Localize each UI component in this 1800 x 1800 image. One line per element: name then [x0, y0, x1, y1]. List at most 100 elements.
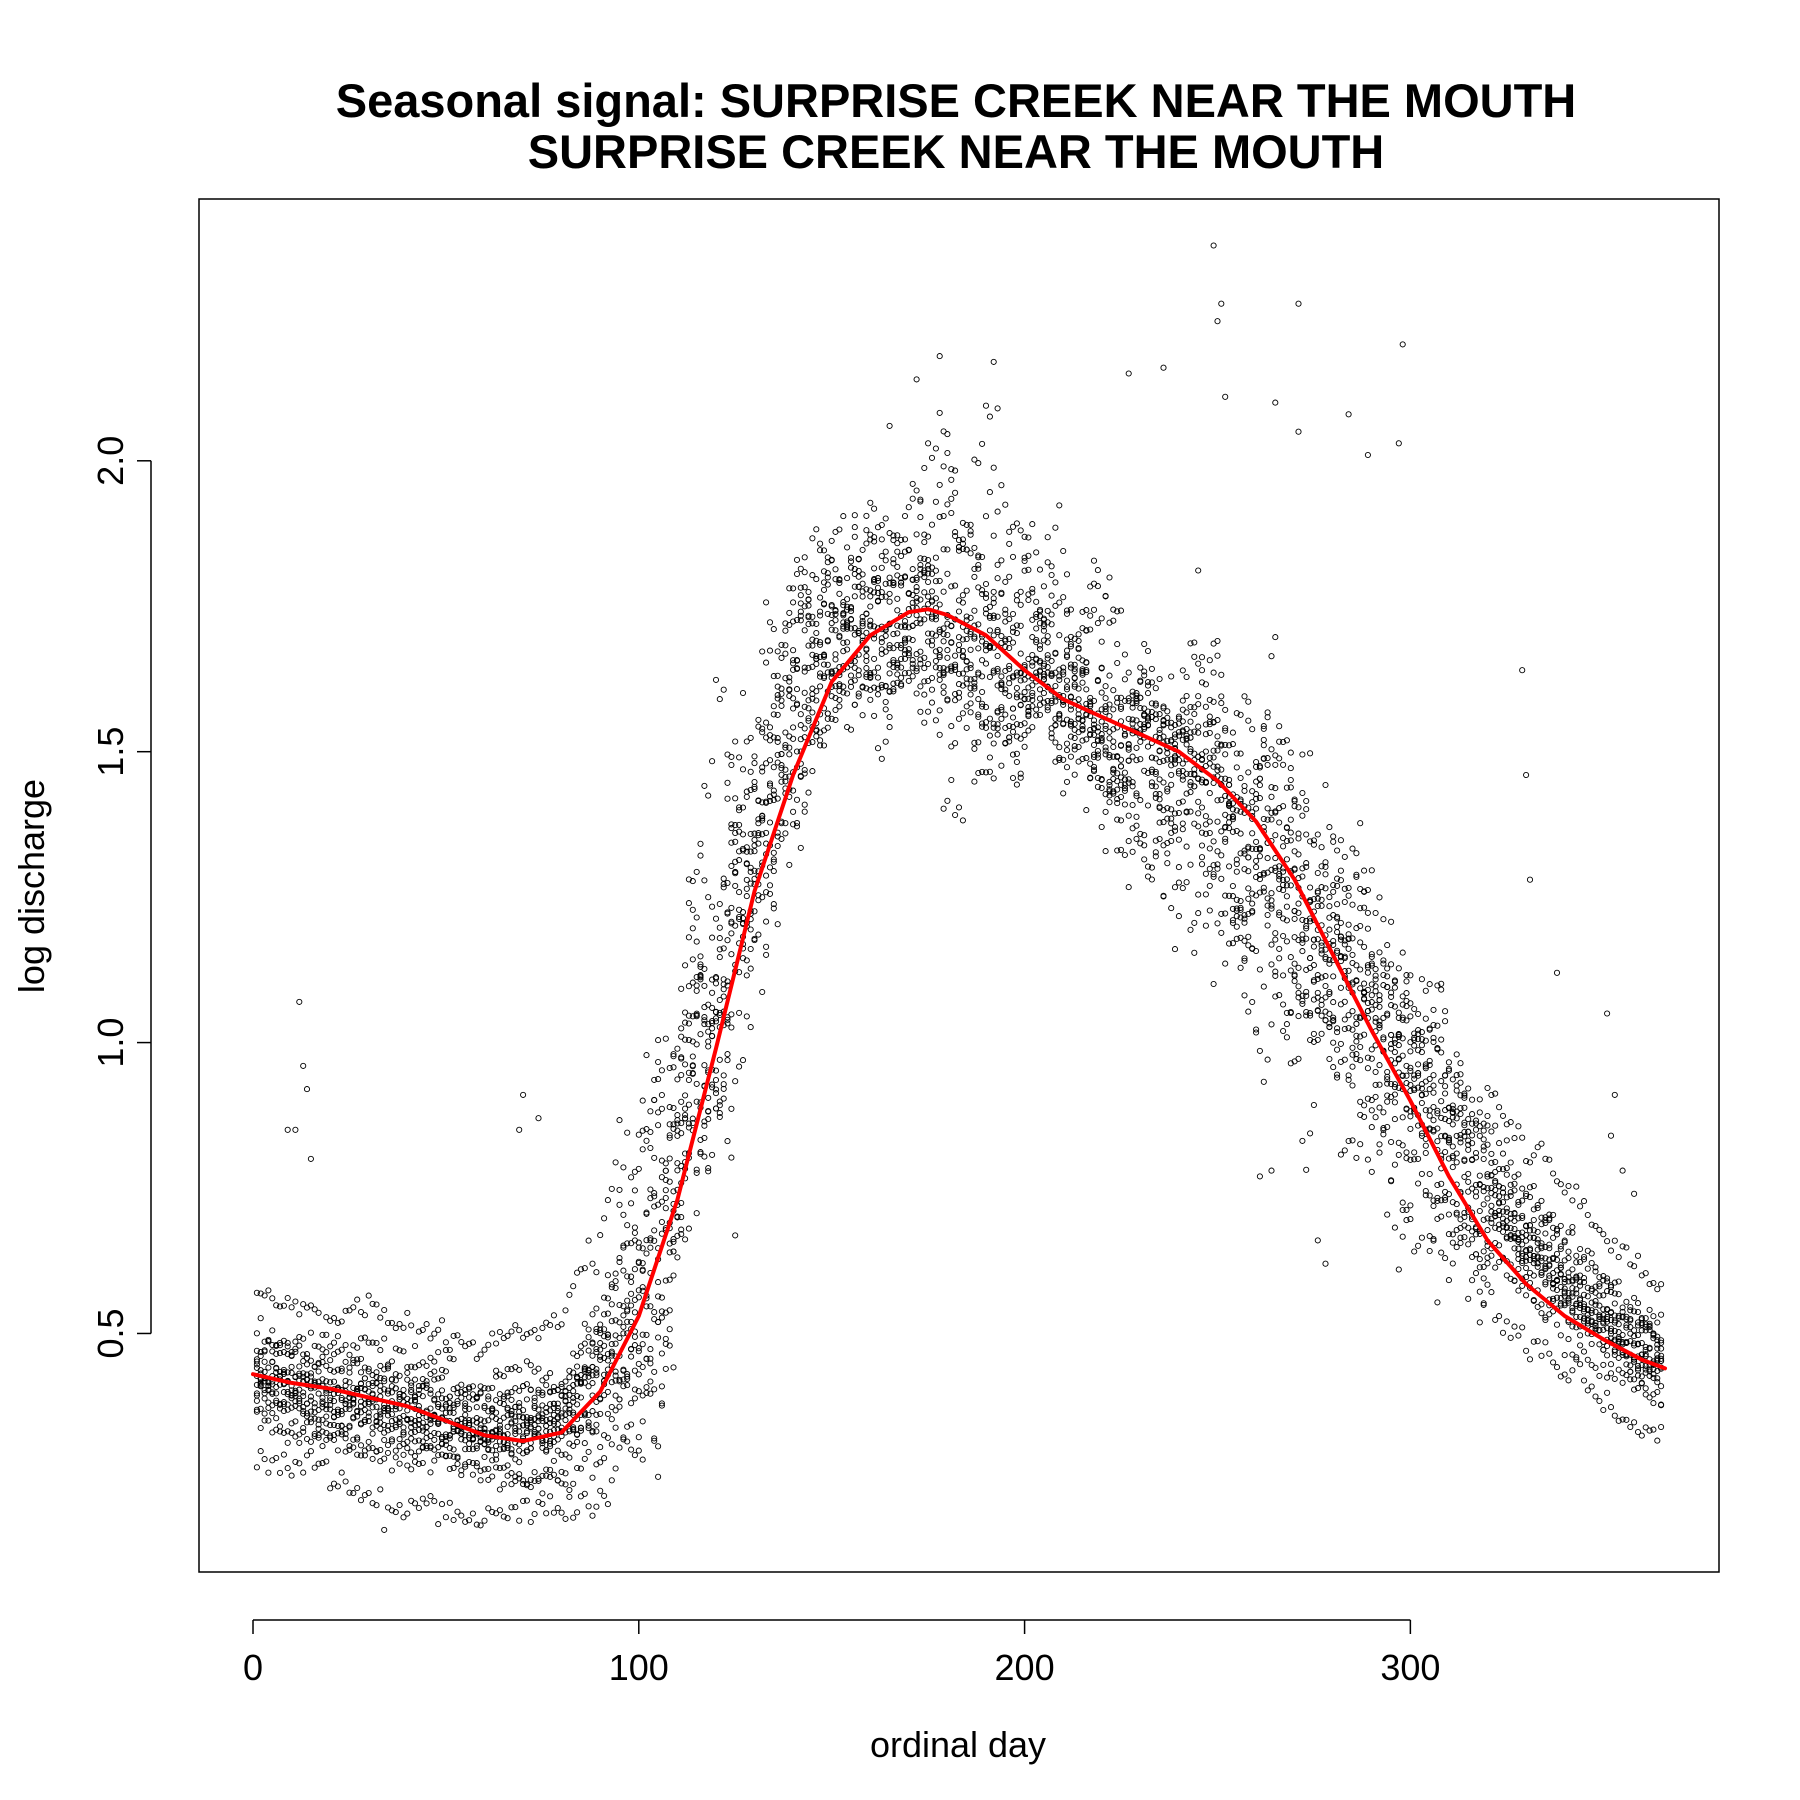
data-point [1071, 746, 1078, 753]
data-point [809, 651, 816, 658]
data-point [925, 533, 932, 540]
data-point [1079, 737, 1086, 744]
data-point [1048, 734, 1055, 741]
data-point [1303, 992, 1310, 999]
data-point [1013, 684, 1020, 692]
data-point [1264, 761, 1271, 768]
data-point [311, 1409, 318, 1416]
data-point [948, 639, 955, 646]
data-point [1156, 711, 1163, 718]
data-point [647, 1244, 654, 1251]
data-point [917, 496, 924, 503]
data-point [631, 1386, 638, 1393]
data-point [959, 710, 966, 717]
data-point [655, 1279, 662, 1286]
data-point [1442, 1148, 1449, 1156]
data-point [940, 683, 947, 690]
data-point [1349, 1051, 1356, 1058]
data-point [701, 1017, 708, 1024]
data-point [1202, 721, 1209, 728]
data-point [547, 1370, 554, 1377]
data-point [350, 1356, 357, 1363]
data-point [1295, 983, 1302, 990]
data-point [543, 1409, 550, 1416]
data-point [905, 590, 912, 597]
data-point [1561, 1371, 1568, 1378]
data-point [1634, 1300, 1642, 1307]
data-point [1607, 1361, 1615, 1368]
data-point [323, 1331, 330, 1338]
data-point [1090, 557, 1098, 564]
data-point [878, 684, 885, 691]
data-point [253, 1464, 260, 1471]
data-point [959, 540, 966, 547]
data-point [1310, 943, 1317, 950]
data-point [863, 610, 870, 617]
data-point [1249, 900, 1256, 907]
data-point [1276, 909, 1283, 916]
data-point [1152, 791, 1159, 798]
data-point [909, 660, 916, 667]
data-point [1619, 1308, 1626, 1315]
data-point [1276, 819, 1283, 826]
data-point [1345, 936, 1352, 943]
data-point [1534, 1205, 1541, 1212]
data-point [1380, 1126, 1387, 1134]
data-point [1052, 758, 1059, 765]
data-point [701, 782, 708, 789]
data-point [1530, 1182, 1537, 1190]
data-point [1318, 902, 1325, 909]
data-point [601, 1311, 608, 1318]
data-point [1141, 832, 1148, 839]
data-point [1565, 1182, 1572, 1190]
data-point [728, 1024, 735, 1031]
data-point [643, 1126, 650, 1133]
data-point [354, 1344, 361, 1351]
data-point [1009, 705, 1017, 712]
data-point [1090, 731, 1098, 738]
data-point [1260, 983, 1267, 990]
data-point [558, 1380, 565, 1388]
data-point [496, 1486, 503, 1493]
data-point [1098, 615, 1105, 622]
data-point [520, 1422, 527, 1429]
data-point [581, 1265, 588, 1272]
data-point [1310, 996, 1317, 1003]
data-point [782, 830, 789, 837]
data-point [1067, 706, 1074, 713]
data-point [878, 650, 885, 657]
data-point [1542, 1265, 1549, 1273]
data-point [400, 1392, 407, 1399]
data-point [959, 536, 966, 543]
data-point [1611, 1312, 1618, 1319]
data-point [952, 529, 959, 536]
data-point [319, 1443, 326, 1450]
data-point [1021, 731, 1028, 739]
data-point [1129, 779, 1136, 786]
data-point [1253, 864, 1260, 871]
data-point [1009, 553, 1017, 560]
data-point [790, 618, 797, 625]
data-point [867, 499, 874, 506]
data-point [786, 744, 793, 751]
data-point [790, 787, 797, 794]
data-point [311, 1363, 318, 1371]
data-point [701, 1134, 708, 1142]
data-point [400, 1324, 407, 1331]
data-point [1179, 826, 1186, 833]
data-point [446, 1499, 453, 1506]
data-point [1241, 955, 1248, 962]
data-point [1372, 976, 1379, 983]
data-point [1573, 1252, 1580, 1259]
data-point [990, 595, 997, 602]
data-point [392, 1422, 399, 1429]
data-point [1090, 751, 1098, 758]
data-point [1553, 1250, 1561, 1257]
data-point [1546, 1256, 1553, 1263]
data-point [925, 565, 932, 573]
data-point [994, 561, 1001, 568]
data-point [709, 1151, 716, 1158]
data-point [832, 627, 839, 634]
data-point [1137, 705, 1144, 712]
data-point [1195, 910, 1202, 917]
